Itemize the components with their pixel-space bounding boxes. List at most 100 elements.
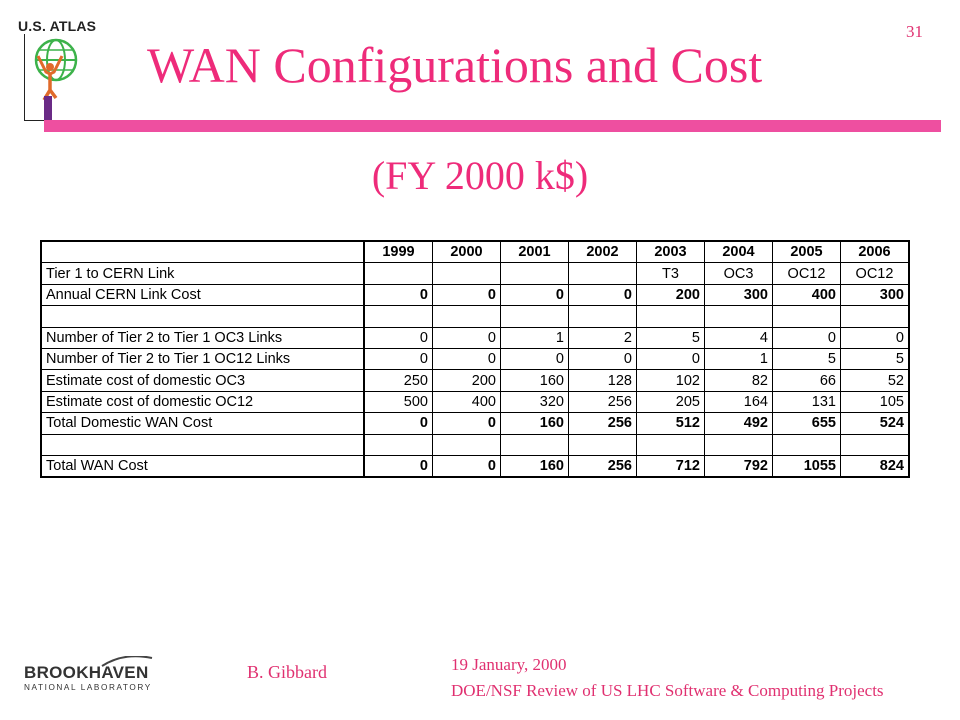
table-cell (636, 433, 705, 456)
row-label: Number of Tier 2 to Tier 1 OC12 Links (40, 347, 365, 371)
brookhaven-logo-text: BROOKHAVEN (24, 663, 149, 682)
table-cell: 256 (568, 412, 637, 435)
table-cell (772, 305, 841, 328)
table-cell: 256 (568, 390, 637, 414)
table-cell: 102 (636, 369, 705, 392)
table-cell: 0 (500, 347, 569, 371)
table-cell: 320 (500, 390, 569, 414)
table-cell: 0 (363, 347, 433, 371)
row-label (40, 305, 365, 328)
table-cell: 250 (363, 369, 433, 392)
table-cell: 164 (704, 390, 773, 414)
year-header: 2004 (704, 240, 773, 264)
table-cell: 105 (840, 390, 910, 414)
table-cell: 792 (704, 454, 773, 478)
row-label: Estimate cost of domestic OC12 (40, 390, 365, 414)
table-cell: 200 (636, 283, 705, 307)
table-cell: 524 (840, 412, 910, 435)
table-cell: 0 (636, 347, 705, 371)
table-row: Estimate cost of domestic OC12 500 400 3… (40, 390, 910, 414)
table-cell (840, 433, 910, 456)
table-cell (363, 433, 433, 456)
table-row: Total WAN Cost 0 0 160 256 712 792 1055 … (40, 454, 910, 478)
table-cell: OC12 (772, 262, 841, 285)
table-cell: 0 (363, 454, 433, 478)
table-cell (432, 433, 501, 456)
row-label (40, 433, 365, 456)
table-cell (500, 262, 569, 285)
table-cell: 0 (500, 283, 569, 307)
table-cell: 0 (363, 412, 433, 435)
table-cell: 4 (704, 326, 773, 349)
table-cell: 0 (772, 326, 841, 349)
header-label-cell (40, 240, 365, 264)
table-cell: 400 (432, 390, 501, 414)
row-label: Estimate cost of domestic OC3 (40, 369, 365, 392)
table-cell: 0 (363, 283, 433, 307)
table-cell: 0 (432, 412, 501, 435)
title-underline-bar (44, 120, 941, 132)
page-subtitle: (FY 2000 k$) (371, 153, 589, 198)
table-cell: 1 (704, 347, 773, 371)
table-cell: 160 (500, 454, 569, 478)
table-cell: 0 (432, 326, 501, 349)
table-cell (363, 305, 433, 328)
table-cell (568, 305, 637, 328)
table-cell: 0 (432, 283, 501, 307)
table-cell: 66 (772, 369, 841, 392)
table-cell: 0 (432, 347, 501, 371)
table-cell (704, 305, 773, 328)
table-cell: 0 (432, 454, 501, 478)
year-header: 2000 (432, 240, 501, 264)
table-cell: 0 (363, 326, 433, 349)
table-cell: T3 (636, 262, 705, 285)
table-cell: 131 (772, 390, 841, 414)
table-cell: 205 (636, 390, 705, 414)
table-row-empty (40, 305, 910, 328)
table-row: Annual CERN Link Cost 0 0 0 0 200 300 40… (40, 283, 910, 307)
table-cell: 200 (432, 369, 501, 392)
year-header: 1999 (363, 240, 433, 264)
table-cell (636, 305, 705, 328)
table-cell: 5 (772, 347, 841, 371)
table-cell (772, 433, 841, 456)
footer-event: DOE/NSF Review of US LHC Software & Comp… (451, 681, 884, 700)
table-cell: 5 (636, 326, 705, 349)
table-row: Tier 1 to CERN Link T3 OC3 OC12 OC12 (40, 262, 910, 285)
row-label: Tier 1 to CERN Link (40, 262, 365, 285)
table-row: Number of Tier 2 to Tier 1 OC3 Links 0 0… (40, 326, 910, 349)
table-cell (500, 433, 569, 456)
table-cell: 655 (772, 412, 841, 435)
footer-date: 19 January, 2000 (451, 655, 567, 674)
table-cell: 82 (704, 369, 773, 392)
table-cell: 52 (840, 369, 910, 392)
table-cell (568, 262, 637, 285)
table-cell: 160 (500, 369, 569, 392)
table-cell: 0 (568, 283, 637, 307)
wan-cost-table: 1999 2000 2001 2002 2003 2004 2005 2006 … (40, 240, 910, 479)
table-cell: 400 (772, 283, 841, 307)
us-atlas-logo-text: U.S. ATLAS (18, 18, 97, 34)
row-label: Annual CERN Link Cost (40, 283, 365, 307)
page-number: 31 (906, 22, 923, 41)
table-cell (363, 262, 433, 285)
table-row-empty (40, 433, 910, 456)
brookhaven-logo: BROOKHAVEN NATIONAL LABORATORY (24, 656, 153, 692)
table-cell (500, 305, 569, 328)
year-header: 2001 (500, 240, 569, 264)
table-cell: 160 (500, 412, 569, 435)
row-label: Total WAN Cost (40, 454, 365, 478)
table-header-row: 1999 2000 2001 2002 2003 2004 2005 2006 (40, 240, 910, 264)
table-cell: 512 (636, 412, 705, 435)
table-cell: 0 (840, 326, 910, 349)
page-title: WAN Configurations and Cost (147, 37, 763, 93)
table-row: Estimate cost of domestic OC3 250 200 16… (40, 369, 910, 392)
year-header: 2002 (568, 240, 637, 264)
year-header: 2005 (772, 240, 841, 264)
table-cell: 1055 (772, 454, 841, 478)
table-row: Total Domestic WAN Cost 0 0 160 256 512 … (40, 412, 910, 435)
table-cell (704, 433, 773, 456)
table-cell: 824 (840, 454, 910, 478)
table-cell (432, 262, 501, 285)
table-cell: 2 (568, 326, 637, 349)
